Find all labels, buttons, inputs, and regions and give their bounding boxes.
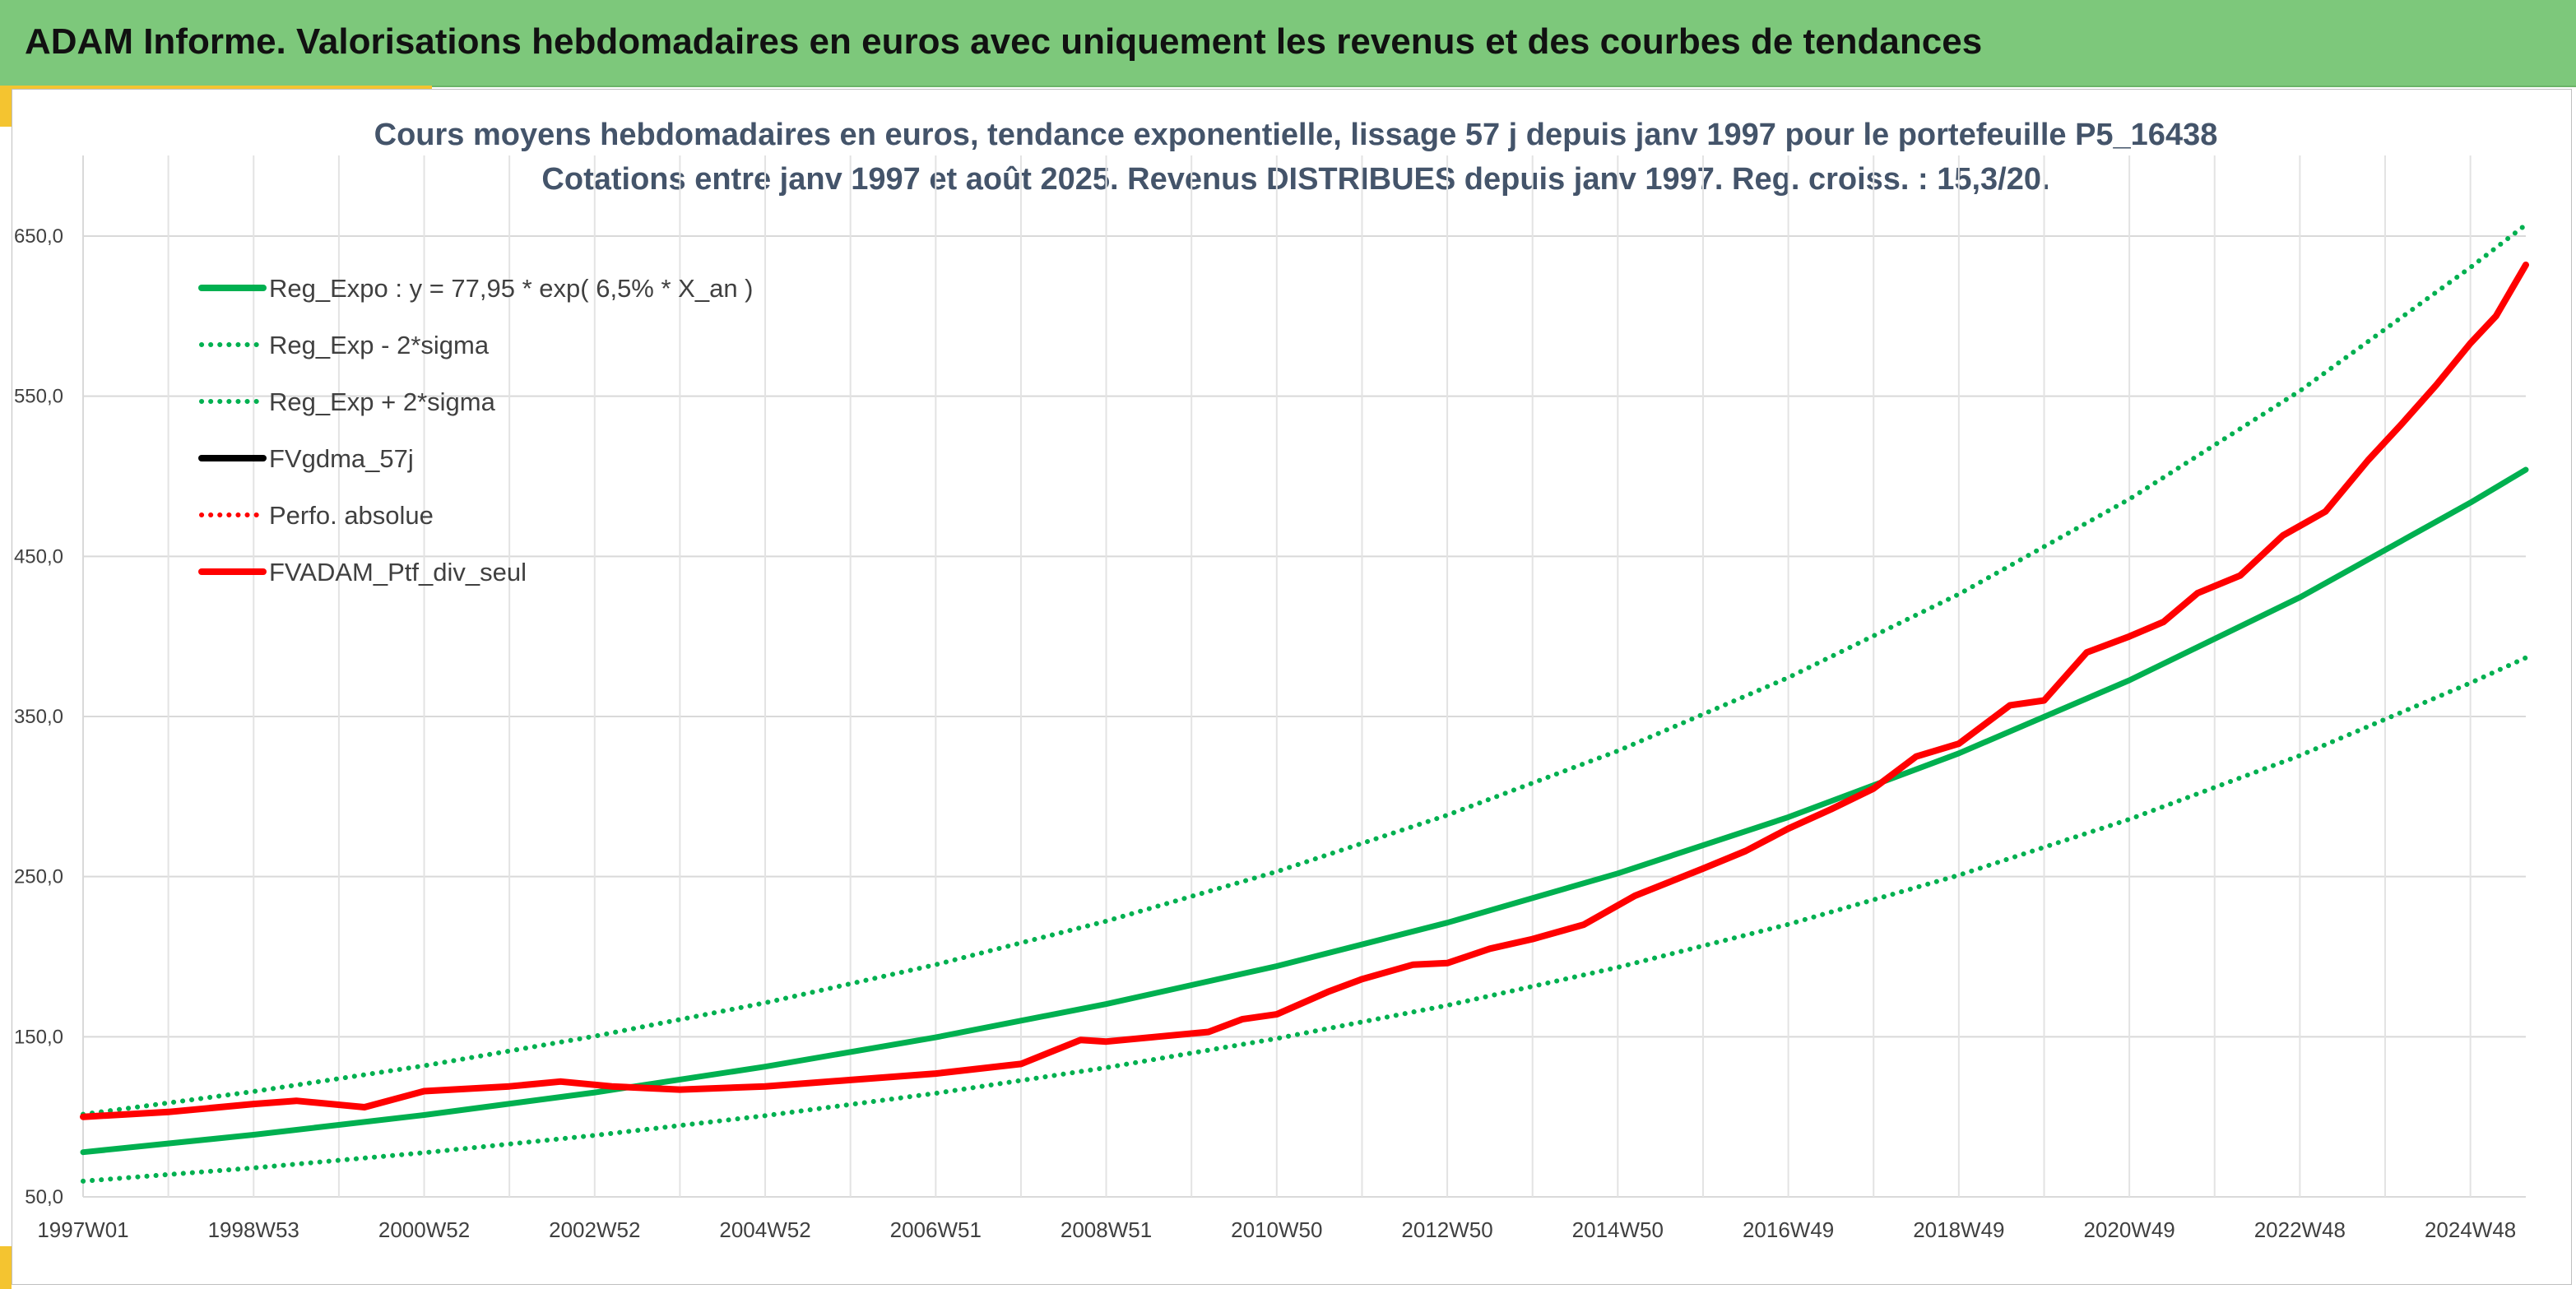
x-tick-label: 2008W51 (1061, 1217, 1152, 1242)
chart-area: Cours moyens hebdomadaires en euros, ten… (12, 89, 2572, 1285)
series-line-2 (81, 222, 2528, 1117)
y-tick-label: 50,0 (25, 1186, 63, 1208)
grid-lines (82, 155, 2526, 1198)
y-tick-label: 550,0 (14, 386, 63, 408)
y-tick-label: 350,0 (14, 706, 63, 728)
x-tick-label: 2024W48 (2425, 1217, 2516, 1242)
legend: Reg_Expo : y = 77,95 * exp( 6,5% * X_an … (198, 274, 754, 587)
legend-label: Reg_Expo : y = 77,95 * exp( 6,5% * X_an … (269, 274, 754, 303)
x-tick-label: 1997W01 (37, 1217, 128, 1242)
x-tick-label: 2016W49 (1743, 1217, 1834, 1242)
x-tick-label: 2006W51 (890, 1217, 982, 1242)
legend-label: FVgdma_57j (269, 444, 414, 473)
series-line-0 (80, 466, 2529, 1156)
x-tick-label: 2002W52 (549, 1217, 640, 1242)
y-tick-label: 650,0 (14, 225, 63, 248)
legend-label: FVADAM_Ptf_div_seul (269, 558, 527, 587)
series-line-5 (80, 262, 2529, 1120)
accent-stripe-left (0, 86, 12, 127)
series-line-1 (81, 655, 2528, 1184)
x-tick-label: 2012W50 (1401, 1217, 1492, 1242)
chart-subtitle: Cotations entre janv 1997 et août 2025. … (541, 162, 2049, 197)
x-tick-label: 2014W50 (1572, 1217, 1664, 1242)
x-tick-label: 2018W49 (1913, 1217, 2004, 1242)
legend-label: Reg_Exp + 2*sigma (269, 387, 496, 416)
page-title: ADAM Informe. Valorisations hebdomadaire… (25, 21, 1983, 62)
y-tick-label: 450,0 (14, 545, 63, 568)
y-tick-label: 250,0 (14, 866, 63, 888)
series-lines (80, 222, 2529, 1184)
line-chart: Cours moyens hebdomadaires en euros, ten… (14, 118, 2529, 1242)
x-tick-label: 2020W49 (2083, 1217, 2175, 1242)
x-tick-label: 2022W48 (2254, 1217, 2346, 1242)
legend-label: Perfo. absolue (269, 501, 434, 530)
header-bar: ADAM Informe. Valorisations hebdomadaire… (0, 0, 2576, 87)
chart-title: Cours moyens hebdomadaires en euros, ten… (374, 118, 2218, 152)
legend-label: Reg_Exp - 2*sigma (269, 331, 490, 359)
x-tick-label: 1998W53 (208, 1217, 299, 1242)
accent-stripe-bottom (0, 1246, 12, 1289)
x-tick-label: 2010W50 (1231, 1217, 1322, 1242)
y-tick-label: 150,0 (14, 1026, 63, 1048)
y-axis: 50,0 150,0 250,0 350,0 450,0 550,0 650,0 (14, 225, 63, 1208)
x-tick-label: 2004W52 (719, 1217, 810, 1242)
x-axis: 1997W01 1998W53 2000W52 2002W52 2004W52 2006W… (37, 1217, 2516, 1242)
x-tick-label: 2000W52 (378, 1217, 470, 1242)
accent-stripe-top (0, 86, 432, 90)
